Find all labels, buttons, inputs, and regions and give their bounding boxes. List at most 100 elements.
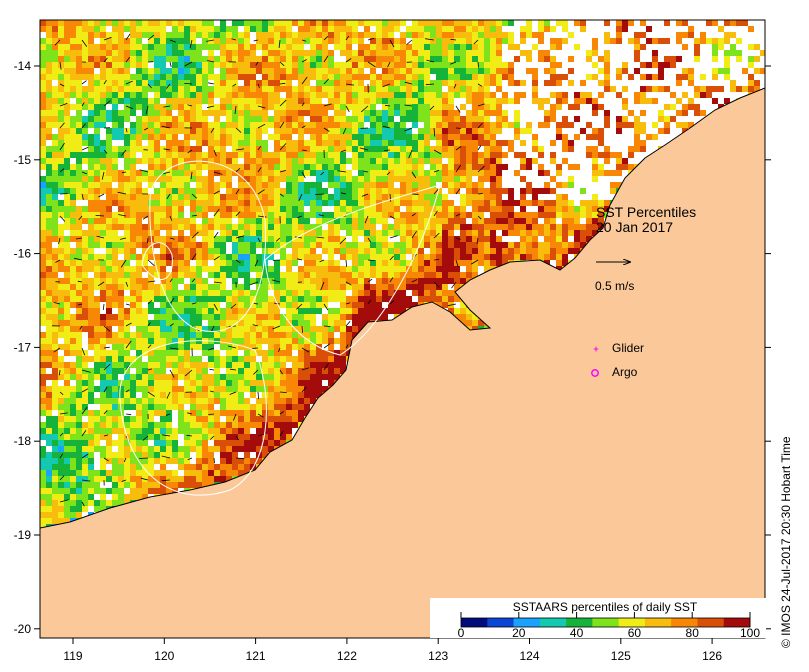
sst-cell [166,164,172,170]
sst-cell [334,368,340,374]
sst-cell [676,122,682,128]
sst-cell [40,272,46,278]
sst-cell [172,32,178,38]
sst-cell [736,38,742,44]
sst-cell [292,224,298,230]
sst-cell [328,326,334,332]
sst-cell [268,62,274,68]
sst-cell [88,320,94,326]
sst-cell [124,362,130,368]
sst-cell [214,26,220,32]
sst-cell [508,80,514,86]
sst-cell [316,44,322,50]
sst-cell [250,212,256,218]
sst-cell [370,158,376,164]
sst-cell [142,362,148,368]
sst-cell [130,200,136,206]
sst-cell [370,152,376,158]
sst-cell [100,230,106,236]
sst-cell [496,200,502,206]
sst-cell [496,32,502,38]
sst-cell [136,326,142,332]
sst-cell [502,68,508,74]
sst-cell [430,296,436,302]
sst-cell [100,152,106,158]
sst-cell [352,326,358,332]
sst-cell [214,242,220,248]
sst-cell [322,290,328,296]
sst-cell [460,182,466,188]
sst-cell [178,188,184,194]
sst-cell [562,182,568,188]
sst-cell [118,146,124,152]
sst-cell [292,140,298,146]
sst-cell [454,158,460,164]
sst-cell [442,212,448,218]
sst-cell [76,374,82,380]
sst-cell [130,212,136,218]
sst-cell [178,392,184,398]
sst-cell [94,80,100,86]
sst-cell [310,206,316,212]
sst-cell [598,104,604,110]
sst-cell [556,212,562,218]
sst-cell [310,398,316,404]
sst-cell [202,32,208,38]
sst-cell [292,62,298,68]
sst-cell [346,134,352,140]
sst-cell [208,362,214,368]
sst-cell [208,320,214,326]
sst-cell [508,242,514,248]
sst-cell [412,254,418,260]
sst-cell [682,92,688,98]
sst-cell [244,218,250,224]
sst-cell [250,188,256,194]
sst-cell [394,176,400,182]
sst-cell [262,158,268,164]
sst-cell [298,158,304,164]
sst-cell [334,242,340,248]
sst-cell [136,68,142,74]
sst-cell [490,50,496,56]
sst-cell [94,98,100,104]
sst-cell [148,32,154,38]
sst-cell [106,164,112,170]
sst-cell [328,368,334,374]
sst-cell [448,200,454,206]
sst-cell [280,44,286,50]
sst-cell [328,20,334,26]
sst-cell [574,116,580,122]
sst-cell [340,332,346,338]
sst-cell [400,278,406,284]
sst-cell [148,338,154,344]
sst-cell [238,224,244,230]
sst-cell [304,410,310,416]
sst-cell [88,314,94,320]
sst-cell [274,86,280,92]
sst-cell [64,392,70,398]
sst-cell [298,122,304,128]
sst-cell [310,368,316,374]
sst-cell [136,284,142,290]
sst-cell [310,380,316,386]
sst-cell [190,356,196,362]
sst-cell [400,140,406,146]
sst-cell [328,236,334,242]
sst-cell [238,374,244,380]
sst-cell [46,422,52,428]
sst-cell [586,218,592,224]
sst-cell [334,128,340,134]
sst-cell [70,410,76,416]
sst-cell [340,326,346,332]
sst-cell [142,308,148,314]
sst-cell [190,32,196,38]
sst-cell [226,362,232,368]
sst-cell [268,314,274,320]
sst-cell [418,98,424,104]
sst-cell [220,272,226,278]
sst-cell [418,212,424,218]
sst-cell [364,212,370,218]
sst-cell [238,32,244,38]
sst-cell [448,218,454,224]
sst-cell [532,218,538,224]
